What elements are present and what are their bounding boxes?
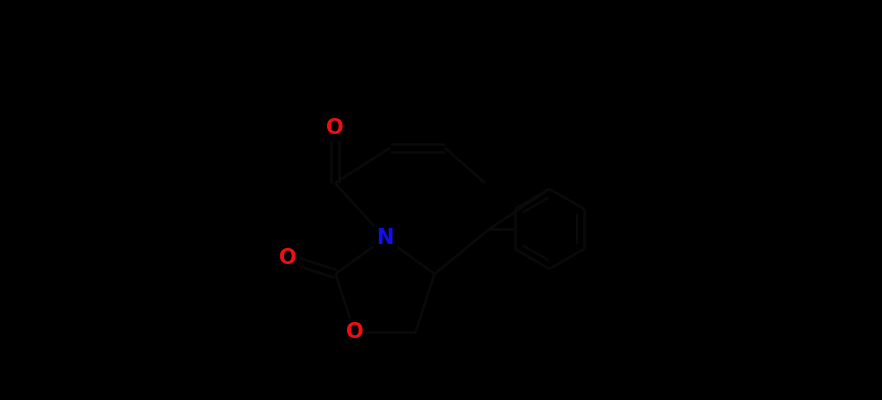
Text: O: O (346, 322, 363, 342)
Text: N: N (377, 228, 393, 248)
Text: O: O (326, 118, 344, 138)
Text: O: O (280, 248, 297, 268)
